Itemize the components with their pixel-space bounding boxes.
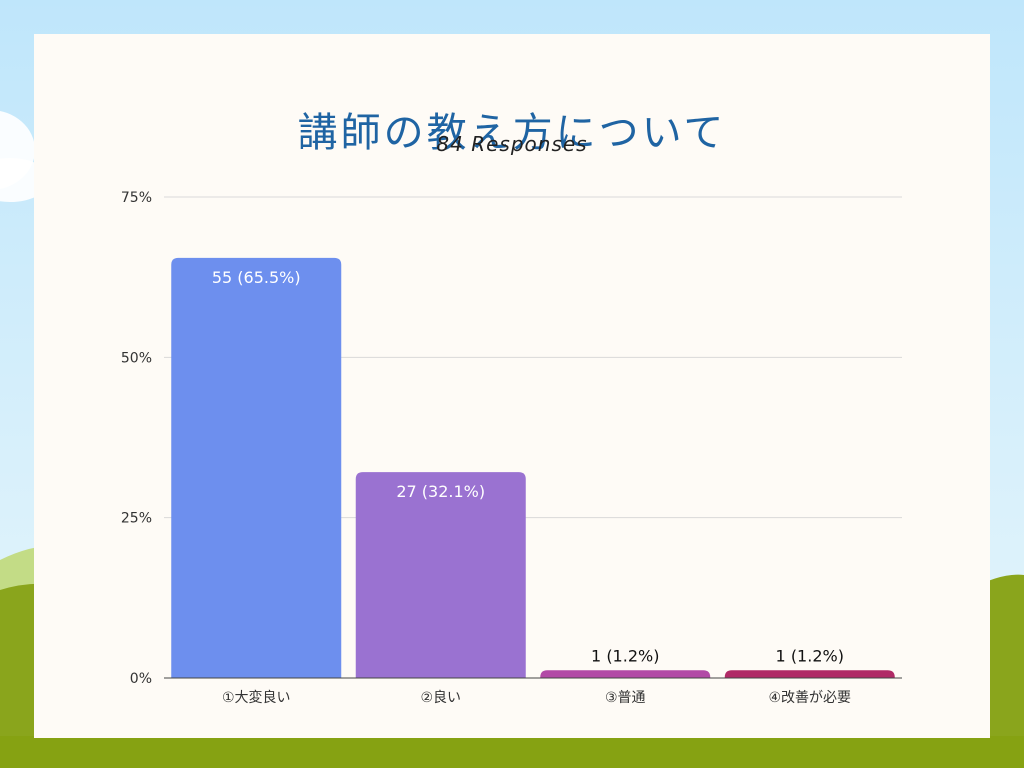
- x-category-label: ①大変良い: [222, 689, 291, 706]
- y-tick-label: 75%: [121, 190, 152, 206]
- y-tick-label: 25%: [121, 511, 152, 527]
- x-category-label: ④改善が必要: [768, 690, 851, 706]
- bar-data-label: 1 (1.2%): [591, 646, 659, 665]
- chart-card: 講師の教え方について 84 Responses 0% 25% 50% 75% 55 (6…: [34, 34, 990, 738]
- bar: [540, 670, 711, 678]
- bar: [355, 472, 526, 678]
- x-category-label: ③普通: [605, 690, 646, 706]
- bar: [724, 670, 895, 678]
- x-category-label: ②良い: [420, 690, 461, 706]
- chart-subtitle: 84 Responses: [436, 132, 588, 156]
- chart-title: 講師の教え方について: [297, 110, 727, 156]
- y-tick-label: 0%: [130, 671, 152, 687]
- bar-data-label: 55 (65.5%): [212, 268, 301, 287]
- bar-data-label: 27 (32.1%): [396, 482, 485, 501]
- bar: [171, 257, 342, 678]
- ground-strip: [0, 736, 1024, 768]
- y-tick-label: 50%: [121, 350, 152, 366]
- bar-data-label: 1 (1.2%): [776, 646, 844, 665]
- bar-chart: 0% 25% 50% 75% 55 (65.5%) ①大変良い 27 (32.1%) ②良い 1…: [121, 190, 902, 706]
